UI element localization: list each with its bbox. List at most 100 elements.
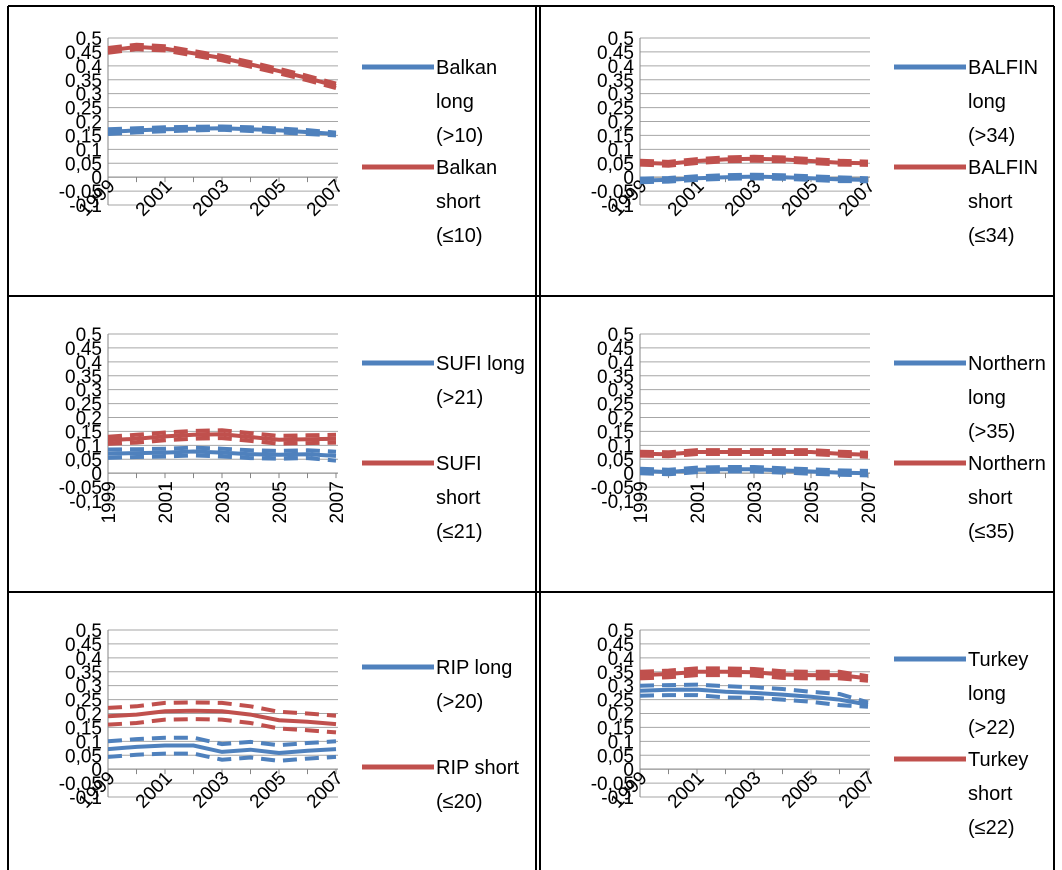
series-lower-bound xyxy=(107,47,337,91)
x-tick-label: 2007 xyxy=(835,768,880,813)
y-tick-label: 0,5 xyxy=(608,29,634,50)
legend-label: (>34) xyxy=(968,125,1015,147)
x-tick-label: 2003 xyxy=(721,768,766,813)
series-upper-bound xyxy=(107,735,337,748)
x-tick-label: 2005 xyxy=(778,176,823,221)
series-line xyxy=(639,174,869,183)
y-tick-label: 0,2 xyxy=(608,113,634,134)
y-tick-label: -0,05 xyxy=(59,774,102,795)
series-lower-bound xyxy=(639,469,869,478)
legend-entry: BALFIN short (≤34) xyxy=(968,157,1038,247)
y-tick-label: 0,05 xyxy=(65,746,102,767)
series-line xyxy=(107,126,337,136)
legend-label: short xyxy=(968,191,1013,213)
x-tick-label: 2007 xyxy=(859,481,880,523)
series-lower-bound xyxy=(639,693,869,709)
x-tick-label: 2003 xyxy=(213,481,234,523)
legend-label: (≤21) xyxy=(436,521,483,543)
y-tick-label: 0,35 xyxy=(597,367,634,388)
y-tick-label: -0,1 xyxy=(69,196,102,217)
x-tick-label: 2003 xyxy=(189,768,234,813)
series-line xyxy=(107,743,337,756)
legend-label: Northern xyxy=(968,453,1046,475)
series-lower-bound xyxy=(107,436,337,446)
y-tick-label: 0,45 xyxy=(597,635,634,656)
x-tick-label: 2001 xyxy=(688,481,709,523)
series-lower-bound xyxy=(107,453,337,463)
y-tick-label: 0,4 xyxy=(608,353,635,374)
y-tick-label: 0,1 xyxy=(608,732,634,753)
x-tick-label: 2005 xyxy=(802,481,823,523)
y-tick-label: 0,35 xyxy=(65,663,102,684)
y-tick-label: 0,1 xyxy=(76,140,102,161)
y-tick-label: 0 xyxy=(91,760,102,781)
y-tick-label: 0,3 xyxy=(76,677,102,698)
y-tick-label: 0,45 xyxy=(597,43,634,64)
y-tick-label: 0,45 xyxy=(65,339,102,360)
chart-svg: 0,50,450,40,350,30,250,20,150,10,050-0,0… xyxy=(59,621,520,813)
series-upper-bound xyxy=(639,465,869,473)
y-tick-label: -0,1 xyxy=(601,196,634,217)
chart-svg: 0,50,450,40,350,30,250,20,150,10,050-0,0… xyxy=(591,621,1029,839)
legend-label: (>35) xyxy=(968,421,1015,443)
y-tick-label: -0,05 xyxy=(591,774,634,795)
y-tick-label: 0,2 xyxy=(608,705,634,726)
chart-panel-6: 0,5 0,45 0,4 0,35 0,3 0,25 0,2 0,15 0,1 0,05 0 -0,0… xyxy=(542,594,1052,868)
chart-svg: 0,50,450,40,350,30,250,20,150,10,050-0,0… xyxy=(591,29,1038,247)
y-tick-label: -0,1 xyxy=(601,492,634,513)
y-tick-label: 0,5 xyxy=(76,325,102,346)
series-line xyxy=(639,687,869,707)
y-tick-label: 0,3 xyxy=(76,381,102,402)
y-tick-label: -0,05 xyxy=(591,478,634,499)
series-line xyxy=(639,467,869,476)
legend-label: long xyxy=(436,91,474,113)
y-tick-label: 0 xyxy=(91,168,102,189)
y-tick-label: 0,15 xyxy=(65,422,102,443)
series-lower-bound xyxy=(639,673,869,683)
y-tick-label: 0,1 xyxy=(608,436,634,457)
series-line xyxy=(639,450,869,457)
legend-label: (≤34) xyxy=(968,225,1015,247)
series-line xyxy=(107,44,337,88)
legend-entry: Turkey short (≤22) xyxy=(968,749,1028,839)
legend-label: BALFIN xyxy=(968,57,1038,79)
series-line xyxy=(107,432,337,443)
y-tick-label: 0,05 xyxy=(65,450,102,471)
series-line xyxy=(639,156,869,166)
y-tick-label: 0,15 xyxy=(65,718,102,739)
series-lower-bound xyxy=(107,717,337,735)
y-tick-label: 0 xyxy=(91,464,102,485)
x-tick-label: 2001 xyxy=(132,176,177,221)
y-tick-label: 0,35 xyxy=(65,367,102,388)
x-tick-label: 1999 xyxy=(99,481,120,523)
y-tick-label: 0,4 xyxy=(608,649,635,670)
legend-label: short xyxy=(968,783,1013,805)
legend-entry: RIP long (>20) xyxy=(436,657,512,713)
legend-label: (≤10) xyxy=(436,225,483,247)
legend-label: short xyxy=(436,487,481,509)
x-tick-label: 2005 xyxy=(270,481,291,523)
y-tick-label: 0,4 xyxy=(608,57,635,78)
x-tick-label: 2001 xyxy=(156,481,177,523)
y-tick-label: 0,5 xyxy=(608,325,634,346)
y-tick-label: 0,25 xyxy=(65,395,102,416)
chart-panel-5: 0,5 0,45 0,4 0,35 0,3 0,25 0,2 0,15 0,1 0,05 0 -0,0… xyxy=(10,594,534,868)
y-tick-label: -0,1 xyxy=(601,788,634,809)
y-tick-label: 0,15 xyxy=(597,718,634,739)
legend-entry: SUFI short (≤21) xyxy=(436,453,483,543)
y-tick-label: -0,05 xyxy=(59,182,102,203)
y-tick-label: 0,3 xyxy=(608,85,634,106)
legend-entry: SUFI long (>21) xyxy=(436,353,525,409)
x-tick-label: 2007 xyxy=(303,768,348,813)
y-tick-label: 0,25 xyxy=(597,691,634,712)
legend-entry: Turkey long (>22) xyxy=(968,649,1028,739)
legend-label: BALFIN xyxy=(968,157,1038,179)
series-upper-bound xyxy=(639,682,869,705)
y-tick-label: 0,4 xyxy=(76,353,103,374)
x-tick-label: 2005 xyxy=(246,176,291,221)
y-tick-label: 0 xyxy=(623,760,634,781)
series-lower-bound xyxy=(107,751,337,763)
x-tick-label: 2001 xyxy=(664,768,709,813)
y-tick-label: 0,25 xyxy=(65,99,102,120)
